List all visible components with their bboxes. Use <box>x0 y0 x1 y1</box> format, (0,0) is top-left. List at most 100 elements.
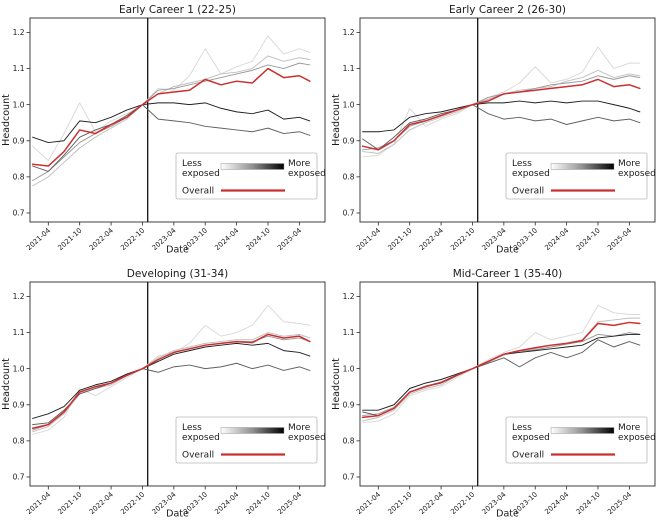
y-tick-label: 0.7 <box>343 209 355 218</box>
legend-overall-label: Overall <box>512 187 544 197</box>
x-tick-label: 2021-04 <box>25 226 52 252</box>
series-line-quintile-2 <box>32 55 311 187</box>
chart-title: Developing (31-34) <box>127 268 229 280</box>
series-line-quintile-5 <box>362 100 641 133</box>
y-axis-label: Headcount <box>1 94 12 146</box>
chart-early-career-2: Early Career 2 (26-30) Headcount Date 0.… <box>331 4 656 256</box>
series-line-quintile-4 <box>362 338 641 416</box>
y-tick-label: 1.0 <box>13 364 25 373</box>
legend-more-label-line1: More <box>288 423 311 433</box>
y-tick-label: 0.7 <box>343 472 355 481</box>
x-tick-label: 2025-04 <box>606 490 633 516</box>
series-line-quintile-4 <box>362 104 641 151</box>
y-tick-label: 1.2 <box>13 28 25 37</box>
x-tick-label: 2024-10 <box>245 490 272 516</box>
y-tick-label: 1.0 <box>13 100 25 109</box>
x-tick-label: 2022-10 <box>449 227 476 253</box>
y-tick-label: 0.8 <box>13 436 25 445</box>
x-tick-label: 2025-04 <box>276 226 303 252</box>
legend-less-label-line2: exposed <box>182 169 220 179</box>
series-line-quintile-5 <box>32 102 311 144</box>
exposure-gradient-bar <box>550 163 615 170</box>
series-line-quintile-3 <box>362 331 641 416</box>
series-line-quintile-1 <box>32 304 311 435</box>
legend-more-label-line1: More <box>288 159 311 169</box>
series-line-quintile-1 <box>32 35 311 162</box>
chart-title: Early Career 1 (22-25) <box>119 4 236 16</box>
chart-early-career-1: Early Career 1 (22-25) Headcount Date 0.… <box>1 4 326 256</box>
x-tick-label: 2023-10 <box>512 490 539 516</box>
legend-more-label-line2: exposed <box>618 433 656 443</box>
y-tick-label: 0.7 <box>13 472 25 481</box>
series-line-overall <box>31 333 311 429</box>
legend-more-label-line1: More <box>618 423 641 433</box>
x-tick-label: 2022-04 <box>418 490 445 516</box>
x-tick-label: 2024-10 <box>575 490 602 516</box>
y-tick-label: 0.8 <box>343 436 355 445</box>
x-tick-label: 2022-10 <box>119 227 146 253</box>
x-tick-label: 2025-04 <box>276 490 303 516</box>
series-line-overall <box>31 67 311 167</box>
legend-overall-label: Overall <box>182 450 214 460</box>
chart-developing: Developing (31-34) Headcount Date 0.7 0.8… <box>1 268 326 520</box>
x-tick-label: 2021-04 <box>355 490 382 516</box>
x-tick-label: 2023-10 <box>182 490 209 516</box>
x-tick-label: 2022-10 <box>119 490 146 516</box>
legend-less-label-line1: Less <box>512 159 532 169</box>
series-line-quintile-1 <box>362 46 641 158</box>
chart-mid-career-1: Mid-Career 1 (35-40) Headcount Date 0.7 0… <box>331 268 656 520</box>
y-axis-label: Headcount <box>1 357 12 409</box>
legend: Less exposed More exposed Overall <box>505 152 656 200</box>
y-tick-label: 1.1 <box>343 64 355 73</box>
x-tick-label: 2022-10 <box>449 490 476 516</box>
legend-less-label-line2: exposed <box>512 433 550 443</box>
y-tick-label: 1.1 <box>13 328 25 337</box>
chart-panel-early-career-1: Early Career 1 (22-25) Headcount Date 0.… <box>0 0 330 264</box>
legend-more-label-line2: exposed <box>288 433 326 443</box>
x-tick-label: 2024-04 <box>543 226 570 252</box>
x-axis-label: Date <box>166 245 189 256</box>
y-tick-label: 1.0 <box>343 100 355 109</box>
y-tick-label: 1.1 <box>343 328 355 337</box>
series-line-quintile-3 <box>362 75 641 151</box>
plot-border <box>359 17 656 223</box>
series-line-quintile-4 <box>32 104 311 172</box>
series-line-quintile-2 <box>362 69 641 154</box>
y-tick-label: 1.2 <box>13 292 25 301</box>
x-tick-label: 2021-10 <box>386 490 413 516</box>
series-line-quintile-4 <box>32 362 311 425</box>
x-tick-label: 2022-04 <box>88 226 115 252</box>
x-tick-label: 2021-10 <box>56 490 83 516</box>
legend-less-label-line1: Less <box>182 423 202 433</box>
x-tick-label: 2022-04 <box>418 226 445 252</box>
y-axis-label: Headcount <box>331 94 342 146</box>
series-line-quintile-1 <box>362 304 641 423</box>
y-tick-label: 0.9 <box>13 136 25 145</box>
series-line-overall <box>361 78 641 151</box>
legend-more-label-line2: exposed <box>288 169 326 179</box>
x-tick-label: 2024-04 <box>213 490 240 516</box>
x-axis-label: Date <box>166 508 189 519</box>
series-line-quintile-3 <box>32 335 311 431</box>
x-tick-label: 2021-04 <box>355 226 382 252</box>
x-tick-label: 2022-04 <box>88 490 115 516</box>
y-tick-label: 1.1 <box>13 64 25 73</box>
chart-title: Mid-Career 1 (35-40) <box>453 268 563 280</box>
legend-overall-label: Overall <box>182 187 214 197</box>
y-tick-label: 1.2 <box>343 28 355 37</box>
chart-panel-developing: Developing (31-34) Headcount Date 0.7 0.8… <box>0 264 330 527</box>
series-line-quintile-3 <box>32 62 311 181</box>
legend-more-label-line1: More <box>618 159 641 169</box>
x-axis-label: Date <box>496 508 519 519</box>
x-tick-label: 2023-10 <box>512 227 539 253</box>
x-tick-label: 2025-04 <box>606 226 633 252</box>
series-line-quintile-5 <box>32 342 311 419</box>
x-tick-label: 2021-04 <box>25 490 52 516</box>
x-tick-label: 2024-04 <box>543 490 570 516</box>
plot-border <box>29 17 326 223</box>
